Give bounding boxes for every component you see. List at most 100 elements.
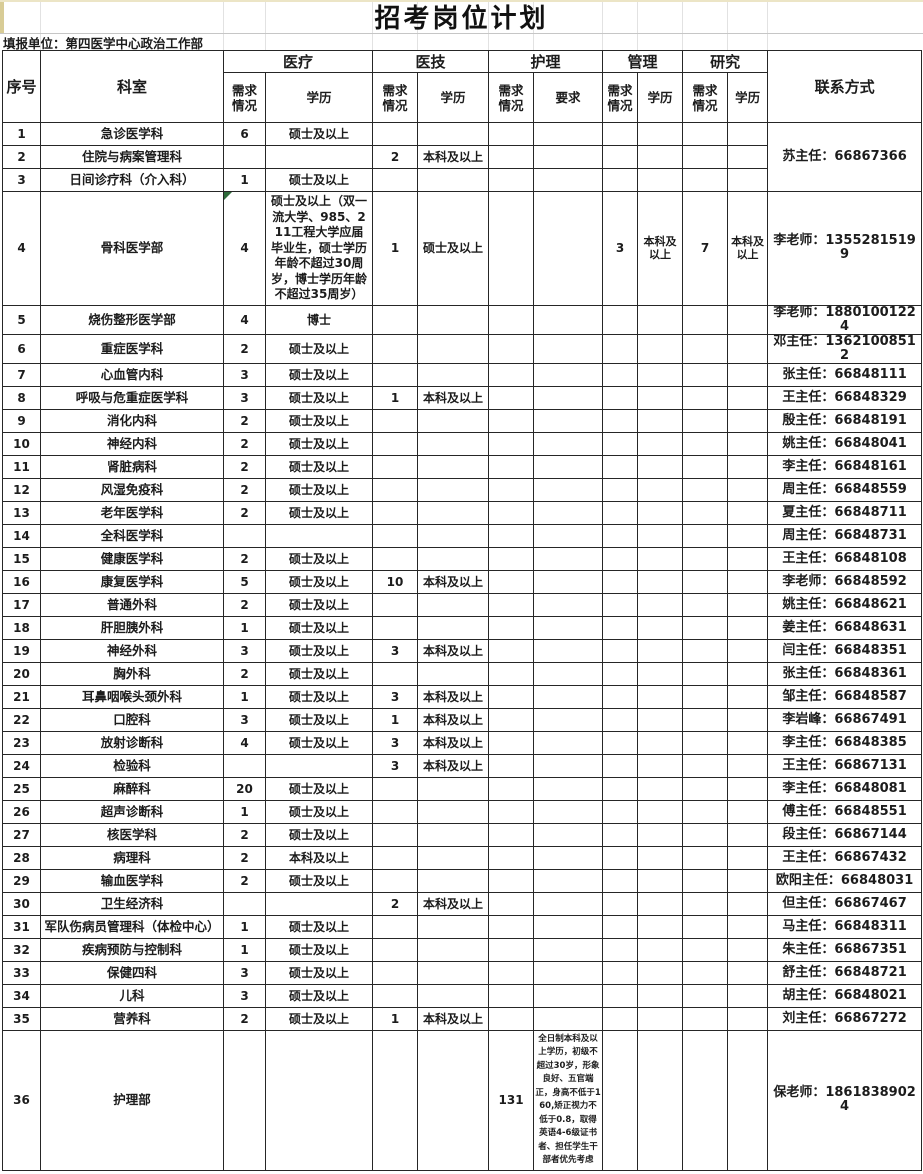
cell-medical-education: 硕士及以上 — [264, 500, 374, 525]
cell-nursing-requirement — [533, 145, 604, 169]
cell-contact: 闫主任：66848351 — [767, 638, 923, 663]
cell-contact: 王主任：66848108 — [767, 546, 923, 571]
cell-medical-need: 2 — [223, 431, 266, 456]
cell-research-education — [727, 569, 769, 594]
cell-research-need — [682, 569, 729, 594]
table-row: 36 护理部 131 全日制本科及以上学历，初级不超过30岁，形象良好、五官端正，身高… — [2, 1029, 923, 1171]
cell-management-education — [637, 799, 684, 824]
cell-medical-education: 硕士及以上 — [264, 776, 374, 801]
cell-management-need — [602, 304, 639, 335]
cell-medtech-education — [417, 304, 490, 335]
cell-medtech-need — [372, 1029, 419, 1171]
cell-seq: 14 — [2, 523, 41, 548]
cell-management-education — [637, 523, 684, 548]
cell-research-education — [727, 822, 769, 847]
cell-seq: 11 — [2, 454, 41, 479]
cell-nursing-need — [488, 500, 535, 525]
cell-nursing-requirement — [533, 661, 604, 686]
cell-medtech-education — [417, 362, 490, 387]
cell-nursing-need — [488, 707, 535, 732]
cell-nursing-requirement — [533, 960, 604, 985]
cell-medtech-need — [372, 168, 419, 192]
cell-medical-need: 2 — [223, 661, 266, 686]
table-header: 序号 科室 医疗 医技 护理 管理 研究 联系方式 需求 情况 学历 需求 情况… — [2, 50, 923, 123]
cell-medical-need: 2 — [223, 868, 266, 893]
cell-nursing-need — [488, 983, 535, 1008]
col-header-management-education: 学历 — [637, 72, 684, 123]
cell-medtech-education — [417, 546, 490, 571]
cell-nursing-requirement — [533, 333, 604, 364]
table-row: 2 住院与病案管理科 2 本科及以上 — [2, 145, 922, 169]
table-row: 1 急诊医学科 6 硕士及以上 苏主任：66867366 — [2, 122, 923, 192]
cell-medtech-education: 本科及以上 — [417, 569, 490, 594]
cell-medical-need: 20 — [223, 776, 266, 801]
cell-research-education: 本科及以上 — [727, 191, 769, 306]
cell-seq: 30 — [2, 891, 41, 916]
cell-management-need — [602, 753, 639, 778]
cell-medtech-need: 3 — [372, 730, 419, 755]
table-row: 8 呼吸与危重症医学科 3 硕士及以上 1 本科及以上 王主任：66848329 — [2, 385, 923, 410]
cell-research-education — [727, 523, 769, 548]
cell-medical-need: 2 — [223, 500, 266, 525]
cell-medical-need: 2 — [223, 454, 266, 479]
cell-management-education — [637, 868, 684, 893]
cell-contact: 李主任：66848161 — [767, 454, 923, 479]
cell-management-need — [602, 592, 639, 617]
cell-seq: 25 — [2, 776, 41, 801]
cell-department: 病理科 — [40, 845, 224, 870]
table-row: 29 输血医学科 2 硕士及以上 欧阳主任：66848031 — [2, 868, 923, 893]
col-header-group-nursing: 护理 — [488, 50, 604, 73]
cell-nursing-need — [488, 960, 535, 985]
cell-medical-education: 硕士及以上 — [264, 822, 374, 847]
cell-management-need — [602, 638, 639, 663]
cell-contact: 王主任：66867131 — [767, 753, 923, 778]
cell-nursing-need — [488, 191, 535, 306]
cell-management-need — [602, 408, 639, 433]
cell-department: 核医学科 — [40, 822, 224, 847]
cell-management-need — [602, 546, 639, 571]
cell-medtech-education — [417, 592, 490, 617]
cell-medtech-need — [372, 500, 419, 525]
cell-medical-education: 硕士及以上 — [264, 799, 374, 824]
cell-research-need — [682, 983, 729, 1008]
cell-research-need: 7 — [682, 191, 729, 306]
cell-medical-education: 硕士及以上 — [264, 868, 374, 893]
cell-management-education — [637, 304, 684, 335]
col-header-group-research: 研究 — [682, 50, 769, 73]
cell-management-need — [602, 868, 639, 893]
cell-management-need — [602, 730, 639, 755]
cell-department: 营养科 — [40, 1006, 224, 1031]
cell-department: 儿科 — [40, 983, 224, 1008]
cell-seq: 26 — [2, 799, 41, 824]
cell-nursing-requirement — [533, 454, 604, 479]
cell-medical-need: 1 — [223, 937, 266, 962]
cell-management-need — [602, 569, 639, 594]
cell-nursing-need — [488, 592, 535, 617]
cell-medtech-education: 硕士及以上 — [417, 191, 490, 306]
cell-research-education — [727, 385, 769, 410]
col-header-nursing-requirement: 要求 — [533, 72, 604, 123]
cell-management-education — [637, 569, 684, 594]
cell-contact: 姚主任：66848041 — [767, 431, 923, 456]
cell-medical-education: 硕士及以上 — [264, 615, 374, 640]
cell-management-education — [637, 707, 684, 732]
cell-seq: 24 — [2, 753, 41, 778]
cell-nursing-need — [488, 477, 535, 502]
cell-medtech-education — [417, 776, 490, 801]
cell-nursing-requirement — [533, 891, 604, 916]
table-row: 27 核医学科 2 硕士及以上 段主任：66867144 — [2, 822, 923, 847]
cell-nursing-requirement — [533, 362, 604, 387]
table-row: 17 普通外科 2 硕士及以上 姚主任：66848621 — [2, 592, 923, 617]
cell-nursing-need — [488, 845, 535, 870]
cell-department: 口腔科 — [40, 707, 224, 732]
cell-contact: 胡主任：66848021 — [767, 983, 923, 1008]
cell-management-need — [602, 362, 639, 387]
cell-management-education — [637, 408, 684, 433]
cell-management-need — [602, 477, 639, 502]
cell-nursing-requirement — [533, 546, 604, 571]
cell-medical-education: 硕士及以上 — [264, 569, 374, 594]
cell-medical-need — [223, 145, 266, 169]
cell-seq: 12 — [2, 477, 41, 502]
cell-management-education — [637, 1006, 684, 1031]
cell-medtech-need — [372, 546, 419, 571]
